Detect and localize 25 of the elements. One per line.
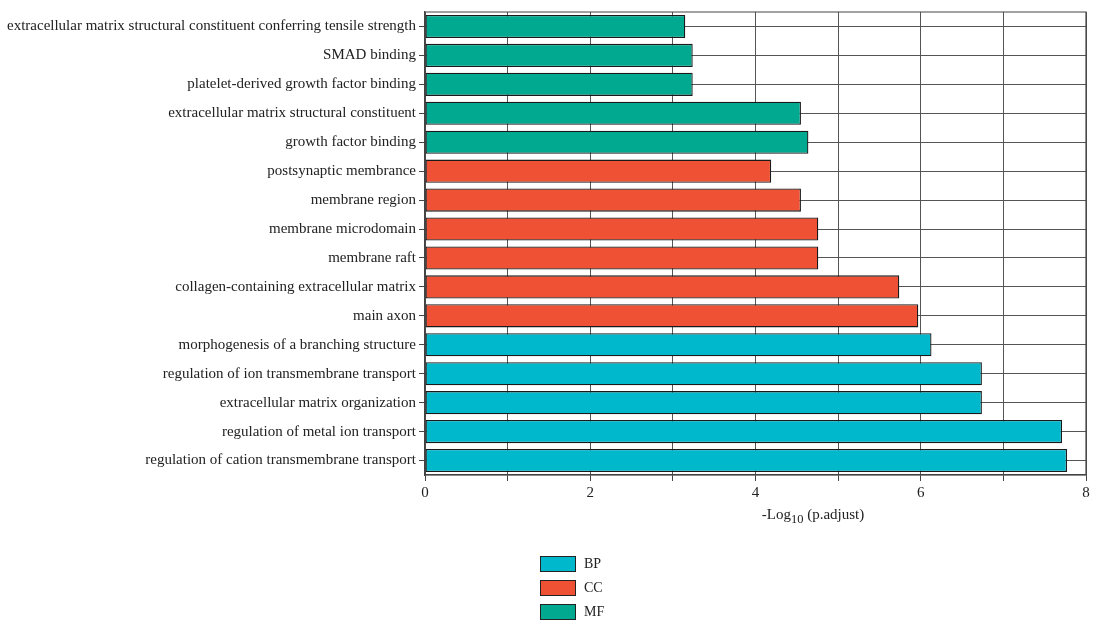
x-tick-label: 6: [917, 483, 926, 500]
x-tick-label: 0: [421, 483, 429, 500]
x-tick-label: 4: [751, 483, 760, 500]
y-tick-label: postsynaptic membrance: [267, 162, 417, 179]
x-tick-label: 2: [586, 483, 595, 500]
legend-label: MF: [584, 604, 605, 620]
y-tick-label: membrane microdomain: [268, 219, 417, 236]
y-tick-label: extracellular matrix organization: [219, 393, 417, 410]
y-tick-label: SMAD binding: [323, 46, 417, 63]
legend-label: CC: [584, 580, 603, 596]
y-tick-label: platelet-derived growth factor binding: [187, 75, 417, 92]
y-tick-label: membrane raft: [328, 248, 417, 265]
y-tick-label: extracellular matrix structural constituent: [168, 104, 417, 121]
y-tick-label: extracellular matrix structural constituent conferring tensile strength: [6, 17, 417, 34]
y-tick-label: membrane region: [310, 191, 417, 208]
legend-label: BP: [584, 556, 602, 572]
y-tick-label: regulation of ion transmembrane transport: [162, 364, 417, 381]
y-tick-label: regulation of metal ion transport: [221, 422, 417, 439]
y-tick-label: morphogenesis of a branching structure: [178, 335, 417, 352]
y-tick-label: main axon: [353, 306, 417, 323]
y-tick-label: growth factor binding: [285, 133, 417, 150]
y-tick-label: collagen-containing extracellular matrix: [175, 277, 417, 294]
x-axis-title: -Log$_{10}$ (p.adjust): [760, 506, 866, 527]
x-tick-label: 8: [1082, 483, 1090, 500]
y-tick-label: regulation of cation transmembrane transport: [145, 451, 417, 468]
